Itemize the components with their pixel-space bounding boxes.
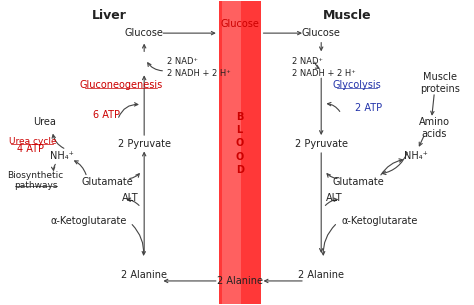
Text: Glucose: Glucose xyxy=(220,19,259,29)
Text: Glutamate: Glutamate xyxy=(81,177,133,187)
Text: 2 ATP: 2 ATP xyxy=(355,103,383,113)
Text: Urea cycle: Urea cycle xyxy=(9,137,56,145)
Text: Gluconeogenesis: Gluconeogenesis xyxy=(79,80,163,89)
Text: Liver: Liver xyxy=(92,9,127,22)
Text: 2 NAD⁺: 2 NAD⁺ xyxy=(292,57,323,66)
Text: 2 Pyruvate: 2 Pyruvate xyxy=(118,139,171,149)
Text: 2 NAD⁺: 2 NAD⁺ xyxy=(167,57,199,66)
Text: NH₄⁺: NH₄⁺ xyxy=(50,151,73,161)
Text: Muscle
proteins: Muscle proteins xyxy=(420,72,460,94)
Text: NH₄⁺: NH₄⁺ xyxy=(404,151,428,161)
Text: 2 Alanine: 2 Alanine xyxy=(121,270,167,280)
Text: 2 Alanine: 2 Alanine xyxy=(298,270,344,280)
Text: α-Ketoglutarate: α-Ketoglutarate xyxy=(50,217,127,226)
Text: Glutamate: Glutamate xyxy=(333,177,384,187)
Text: Glucose: Glucose xyxy=(302,28,341,38)
Text: B
L
O
O
D: B L O O D xyxy=(236,112,244,175)
Text: 6 ATP: 6 ATP xyxy=(93,110,120,120)
Text: 2 Pyruvate: 2 Pyruvate xyxy=(295,139,348,149)
Text: Biosynthetic
pathways: Biosynthetic pathways xyxy=(8,170,64,190)
Text: Urea: Urea xyxy=(34,117,56,127)
Text: 4 ATP: 4 ATP xyxy=(17,144,44,154)
Bar xyxy=(222,2,241,303)
Text: α-Ketoglutarate: α-Ketoglutarate xyxy=(341,217,418,226)
Text: ALT: ALT xyxy=(326,193,343,203)
Bar xyxy=(219,2,261,303)
Text: ALT: ALT xyxy=(122,193,138,203)
Text: 2 NADH + 2 H⁺: 2 NADH + 2 H⁺ xyxy=(167,69,231,78)
Text: Amino
acids: Amino acids xyxy=(419,117,450,138)
Text: Glucose: Glucose xyxy=(125,28,164,38)
Text: 2 NADH + 2 H⁺: 2 NADH + 2 H⁺ xyxy=(292,69,356,78)
Text: Muscle: Muscle xyxy=(322,9,371,22)
Text: 2 Alanine: 2 Alanine xyxy=(217,276,263,286)
Text: Glycolysis: Glycolysis xyxy=(333,80,382,89)
